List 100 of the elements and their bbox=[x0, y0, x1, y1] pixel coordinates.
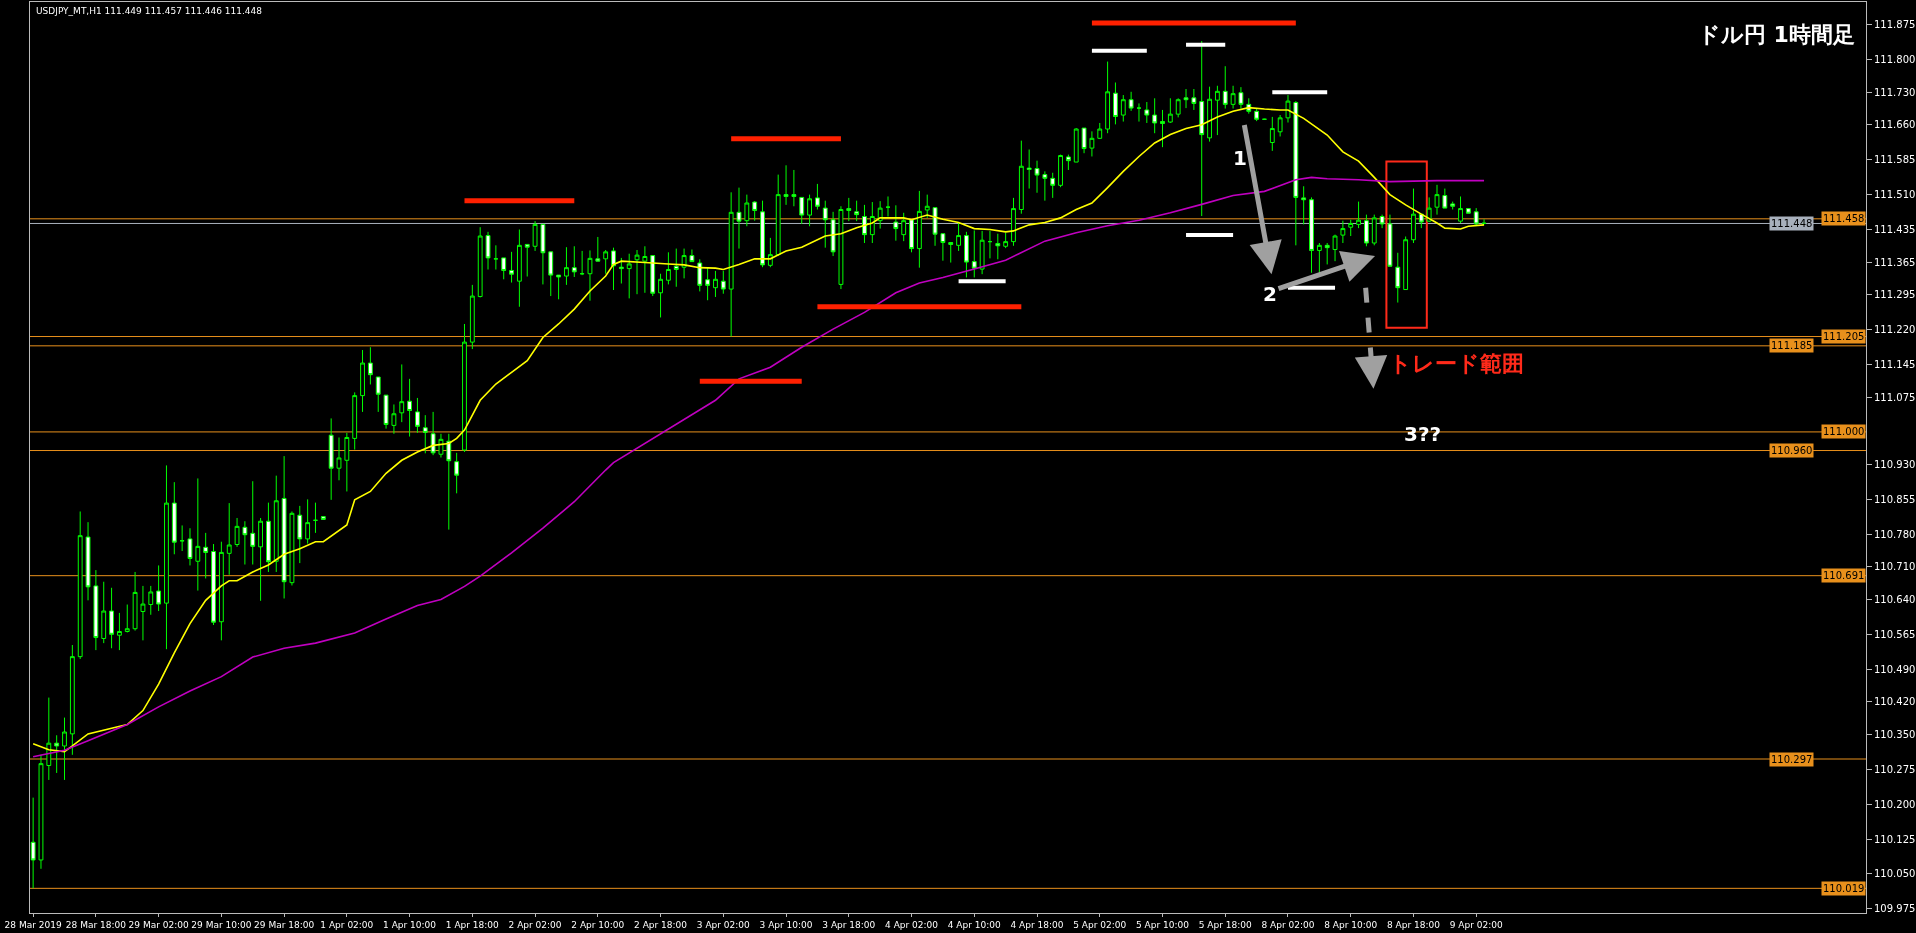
y-tick-label: 111.435 bbox=[1874, 224, 1916, 236]
candlestick bbox=[1450, 201, 1456, 211]
candlestick bbox=[218, 541, 224, 641]
candlestick bbox=[587, 249, 593, 302]
candlestick bbox=[281, 455, 287, 599]
candlestick bbox=[1175, 97, 1181, 118]
candlestick bbox=[383, 394, 389, 430]
candlestick bbox=[1214, 85, 1220, 136]
candlestick bbox=[1293, 100, 1299, 246]
candlestick bbox=[1113, 81, 1118, 125]
candlestick bbox=[1356, 201, 1361, 229]
candlestick bbox=[1301, 185, 1307, 225]
y-tick-label: 110.050 bbox=[1874, 868, 1916, 880]
candlestick bbox=[297, 505, 303, 564]
y-tick-label: 111.220 bbox=[1874, 324, 1916, 336]
annotation: 3?? bbox=[1404, 422, 1442, 446]
candlestick bbox=[854, 200, 860, 222]
candlestick bbox=[164, 464, 169, 650]
candlestick bbox=[760, 200, 765, 268]
y-tick-label: 111.660 bbox=[1874, 119, 1916, 131]
y-tick-label: 110.930 bbox=[1874, 458, 1916, 470]
y-tick-label: 110.275 bbox=[1874, 763, 1916, 775]
candlestick bbox=[1403, 236, 1409, 291]
candlestick bbox=[540, 223, 546, 285]
candlestick bbox=[846, 197, 852, 222]
candlestick bbox=[305, 498, 311, 545]
candlestick bbox=[1269, 116, 1275, 152]
candlestick bbox=[524, 243, 530, 278]
candlestick bbox=[979, 230, 985, 275]
candlestick bbox=[375, 376, 381, 413]
candlestick bbox=[1434, 184, 1440, 216]
candlestick bbox=[454, 452, 460, 494]
candlestick bbox=[266, 502, 271, 573]
candlestick bbox=[924, 194, 930, 219]
candlestick bbox=[783, 164, 789, 206]
candlestick bbox=[752, 200, 758, 222]
candlestick bbox=[1097, 122, 1103, 140]
candlestick bbox=[438, 433, 444, 458]
candlestick bbox=[736, 187, 742, 250]
candlestick bbox=[775, 174, 781, 257]
y-tick-label: 111.585 bbox=[1874, 154, 1916, 166]
y-tick-label: 111.075 bbox=[1874, 391, 1916, 403]
candlestick bbox=[77, 510, 83, 660]
candlestick bbox=[1363, 214, 1369, 247]
candlestick bbox=[344, 432, 350, 492]
candlestick bbox=[1073, 127, 1079, 163]
candlestick bbox=[1395, 252, 1401, 304]
candlestick bbox=[1160, 109, 1165, 148]
candlestick bbox=[1152, 97, 1158, 134]
candlestick bbox=[901, 212, 907, 242]
x-tick-label: 5 Apr 10:00 bbox=[1136, 919, 1190, 930]
candlestick bbox=[1105, 61, 1111, 134]
candlestick bbox=[940, 233, 946, 262]
candlestick bbox=[1081, 127, 1087, 154]
y-tick-label: 110.125 bbox=[1874, 833, 1916, 845]
candlestick bbox=[1340, 220, 1346, 244]
candlestick bbox=[501, 257, 507, 280]
y-tick-label: 110.855 bbox=[1874, 493, 1916, 505]
ref-line-label: 111.458 bbox=[1823, 213, 1865, 224]
candlestick bbox=[1183, 88, 1189, 109]
candlestick bbox=[313, 502, 318, 534]
candlestick bbox=[822, 200, 828, 249]
candlestick bbox=[791, 169, 797, 207]
candlestick bbox=[830, 211, 836, 257]
text: ドル円 1時間足 bbox=[1697, 21, 1855, 47]
candlestick bbox=[1128, 91, 1134, 112]
candlestick bbox=[1348, 219, 1354, 237]
x-tick-label: 8 Apr 02:00 bbox=[1261, 919, 1315, 930]
candlestick bbox=[689, 249, 695, 263]
y-tick-label: 111.800 bbox=[1874, 54, 1916, 66]
candlestick bbox=[673, 248, 679, 288]
candlestick bbox=[171, 481, 177, 555]
ref-line-label: 111.448 bbox=[1771, 218, 1813, 229]
candlestick bbox=[1285, 94, 1291, 124]
y-tick-label: 110.490 bbox=[1874, 663, 1916, 675]
candlestick bbox=[226, 502, 232, 576]
candlestick bbox=[148, 585, 154, 616]
candlestick bbox=[211, 543, 216, 626]
candlestick bbox=[367, 346, 373, 385]
candlestick bbox=[1238, 86, 1244, 110]
candlestick bbox=[1026, 148, 1032, 190]
y-tick-label: 110.565 bbox=[1874, 628, 1916, 640]
candlestick bbox=[642, 245, 648, 294]
y-tick-label: 111.875 bbox=[1874, 19, 1916, 31]
candlestick bbox=[705, 267, 711, 301]
candlestick bbox=[1387, 214, 1393, 267]
ref-line-label: 111.000 bbox=[1823, 426, 1865, 437]
candlestick bbox=[744, 194, 750, 227]
candlestick bbox=[446, 433, 452, 531]
candlestick bbox=[46, 697, 52, 781]
candlestick bbox=[477, 226, 483, 298]
candlestick bbox=[1254, 108, 1260, 122]
ref-line-label: 111.185 bbox=[1771, 340, 1813, 351]
candlestick bbox=[971, 229, 977, 278]
y-tick-label: 110.780 bbox=[1874, 528, 1916, 540]
candlestick bbox=[1042, 170, 1048, 202]
ref-line-label: 110.691 bbox=[1823, 570, 1865, 581]
annotation: 1 bbox=[1233, 146, 1247, 170]
y-tick-label: 109.975 bbox=[1874, 903, 1916, 915]
x-tick-label: 28 Mar 18:00 bbox=[65, 919, 127, 930]
